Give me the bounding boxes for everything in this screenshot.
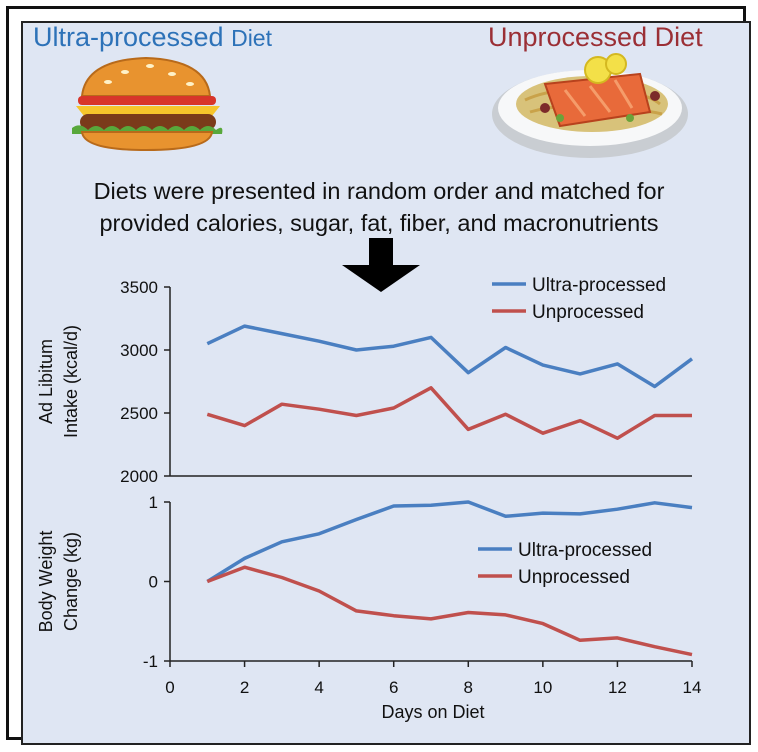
x-axis-label: Days on Diet [381,702,484,722]
y-tick-label: 2000 [120,467,158,486]
series-line-ultra-processed [206,324,694,389]
title-small: Diet [231,25,272,51]
y-tick-label: 3000 [120,341,158,360]
unprocessed-diet-title: Unprocessed Diet [488,22,703,52]
x-tick-label: 2 [240,678,249,697]
x-tick-label: 4 [314,678,323,697]
legend-label: Ultra-processed [518,540,652,561]
y-axis-label: Body Weight Change (kg) [36,531,81,633]
series-line-ultra-processed [206,500,693,583]
caption-line-1: Diets were presented in random order and… [93,178,665,204]
x-tick-label: 6 [389,678,398,697]
x-tick-label: 12 [608,678,627,697]
title-main: Ultra-processed [33,22,232,52]
series-line-unprocessed [206,565,693,657]
legend-label: Unprocessed [518,567,630,588]
burger-icon [72,56,223,152]
y-axis-label-line: Change (kg) [61,532,81,631]
y-axis-label-line: Ad Libitum [36,339,56,424]
caption: Diets were presented in random order and… [0,175,758,239]
y-tick-label: 0 [149,573,158,592]
series-line-unprocessed [206,386,692,440]
y-axis-label: Ad Libitum Intake (kcal/d) [36,325,81,438]
salmon-plate-icon [492,53,688,158]
down-arrow-icon [342,238,420,292]
x-tick-label: 14 [683,678,702,697]
y-tick-label: -1 [143,652,158,671]
y-axis-label-line: Body Weight [36,531,56,633]
legend-label: Unprocessed [532,302,644,323]
y-tick-label: 2500 [120,404,158,423]
y-tick-label: 3500 [120,278,158,297]
x-tick-label: 0 [165,678,174,697]
y-tick-label: 1 [149,493,158,512]
x-tick-label: 10 [533,678,552,697]
caption-line-2: provided calories, sugar, fat, fiber, an… [99,210,659,236]
weight-chart: -1 0 1 Body Weight Change (kg) 0 2 4 6 8 10 12 14 Day… [36,493,701,722]
y-axis-label-line: Intake (kcal/d) [61,325,81,438]
intake-chart: 2000 2500 3000 3500 Ad Libitum Intake (kcal/d… [36,275,694,486]
ultra-processed-diet-title: Ultra-processed Diet [33,22,272,53]
legend-label: Ultra-processed [532,275,666,296]
x-tick-label: 8 [464,678,473,697]
